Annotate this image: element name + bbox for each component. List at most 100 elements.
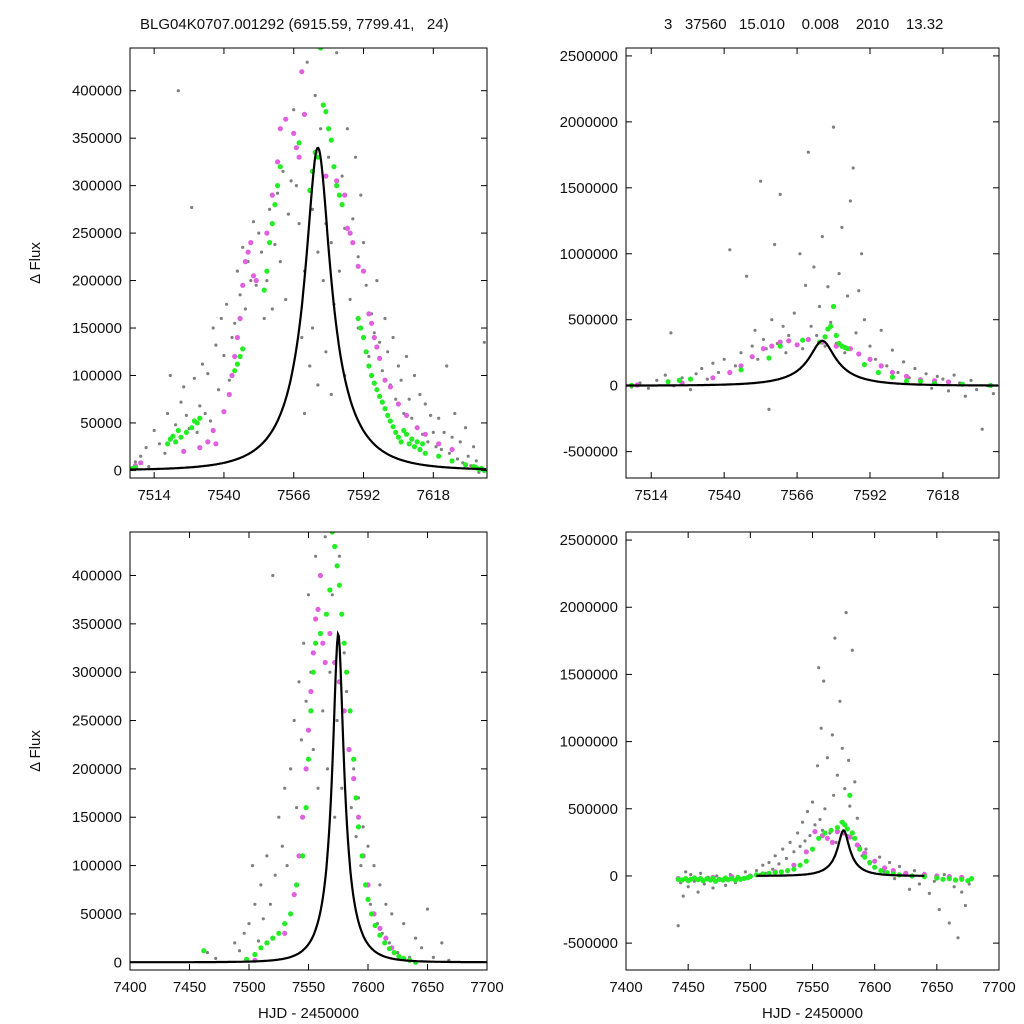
data-point-green [344,669,350,675]
data-point-gray [439,447,443,452]
data-point-gray [932,879,936,883]
data-point-magenta [240,282,246,288]
data-point-green [396,953,402,960]
data-point-gray [321,709,325,713]
data-point-gray [308,364,312,368]
data-point-green [934,875,940,881]
data-point-green [336,582,342,588]
data-point-green [377,393,383,399]
data-point-magenta [205,439,211,445]
data-point-gray [342,651,346,655]
x-tick-label: 7400 [113,979,146,996]
data-point-gray [450,435,454,439]
data-point-gray [956,936,960,940]
data-point-magenta [305,727,312,733]
data-point-gray [447,451,451,455]
data-point-gray [268,902,272,906]
data-point-gray [942,873,946,877]
data-point-gray [313,93,317,98]
data-point-gray [316,250,320,254]
data-point-green [328,137,334,143]
y-tick-label: 300000 [72,178,122,195]
data-point-green [303,805,309,811]
x-tick-label: 7618 [417,487,450,504]
data-point-magenta [760,346,767,352]
y-tick-label: 0 [114,954,122,971]
data-point-gray [302,641,306,645]
data-point-gray [796,831,800,835]
data-point-gray [781,324,785,328]
data-point-gray [300,335,304,340]
x-tick-label: 7700 [982,979,1015,996]
data-point-green [462,462,469,468]
data-point-gray [846,294,850,298]
data-point-magenta [824,835,831,841]
data-point-green [252,951,258,958]
data-point-gray [843,787,847,791]
data-point-gray [418,392,422,397]
data-point-green [339,611,345,617]
data-point-gray [348,297,352,302]
data-point-gray [843,351,847,355]
data-point-green [403,431,410,437]
data-point-magenta [791,862,797,868]
data-point-magenta [377,355,383,361]
y-tick-label: 50000 [80,906,122,923]
data-point-gray [391,335,395,340]
data-point-green [449,458,455,464]
data-point-gray [770,318,774,322]
data-point-green [275,183,281,189]
data-point-gray [680,376,684,380]
data-point-magenta [366,311,372,317]
data-point-green [371,380,377,386]
x-tick-label: 7700 [470,979,503,996]
data-point-green [797,862,803,868]
data-point-gray [396,951,400,955]
y-tick-label: 1000000 [560,734,618,751]
data-point-magenta [264,230,270,236]
data-point-gray [815,764,820,768]
data-point-gray [773,854,777,858]
data-point-gray [261,917,265,921]
x-tick-label: 7650 [411,979,444,996]
y-tick-label: 250000 [72,713,122,730]
data-point-magenta [322,659,328,666]
y-tick-label: 2000000 [560,114,618,131]
data-point-green [676,377,682,383]
data-point-gray [907,887,912,892]
data-point-magenta [248,240,254,246]
data-point-gray [838,699,842,703]
y-tick-label: 300000 [72,664,122,681]
plot-title-right: 3 37560 15.010 0.008 2010 13.32 [664,16,944,33]
data-point-gray [826,285,830,289]
data-point-gray [321,279,325,283]
data-point-magenta [777,339,783,345]
data-point-gray [844,611,848,615]
y-tick-label: 1000000 [560,246,618,263]
data-point-green [234,361,240,367]
data-point-green [277,164,283,170]
data-point-gray [323,535,327,539]
data-point-green [264,940,270,946]
data-point-gray [840,746,844,750]
x-tick-label: 7550 [292,979,325,996]
data-point-magenta [308,688,314,695]
data-point-green [800,337,806,343]
data-point-green [822,334,828,340]
data-point-gray [340,786,344,790]
data-point-gray [292,718,296,723]
data-point-green [310,669,316,675]
plot-title-left: BLG04K0707.001292 (6915.59, 7799.41, 24) [140,16,449,33]
data-point-gray [324,350,328,354]
data-point-green [366,363,372,369]
data-point-gray [297,680,301,684]
data-point-gray [316,383,320,387]
data-point-green [189,425,195,431]
data-point-gray [688,388,693,392]
data-point-magenta [344,225,350,231]
data-point-gray [286,212,290,216]
data-point-green [237,353,243,360]
data-point-green [331,164,337,170]
data-point-magenta [242,259,248,265]
data-point-green [390,424,396,430]
